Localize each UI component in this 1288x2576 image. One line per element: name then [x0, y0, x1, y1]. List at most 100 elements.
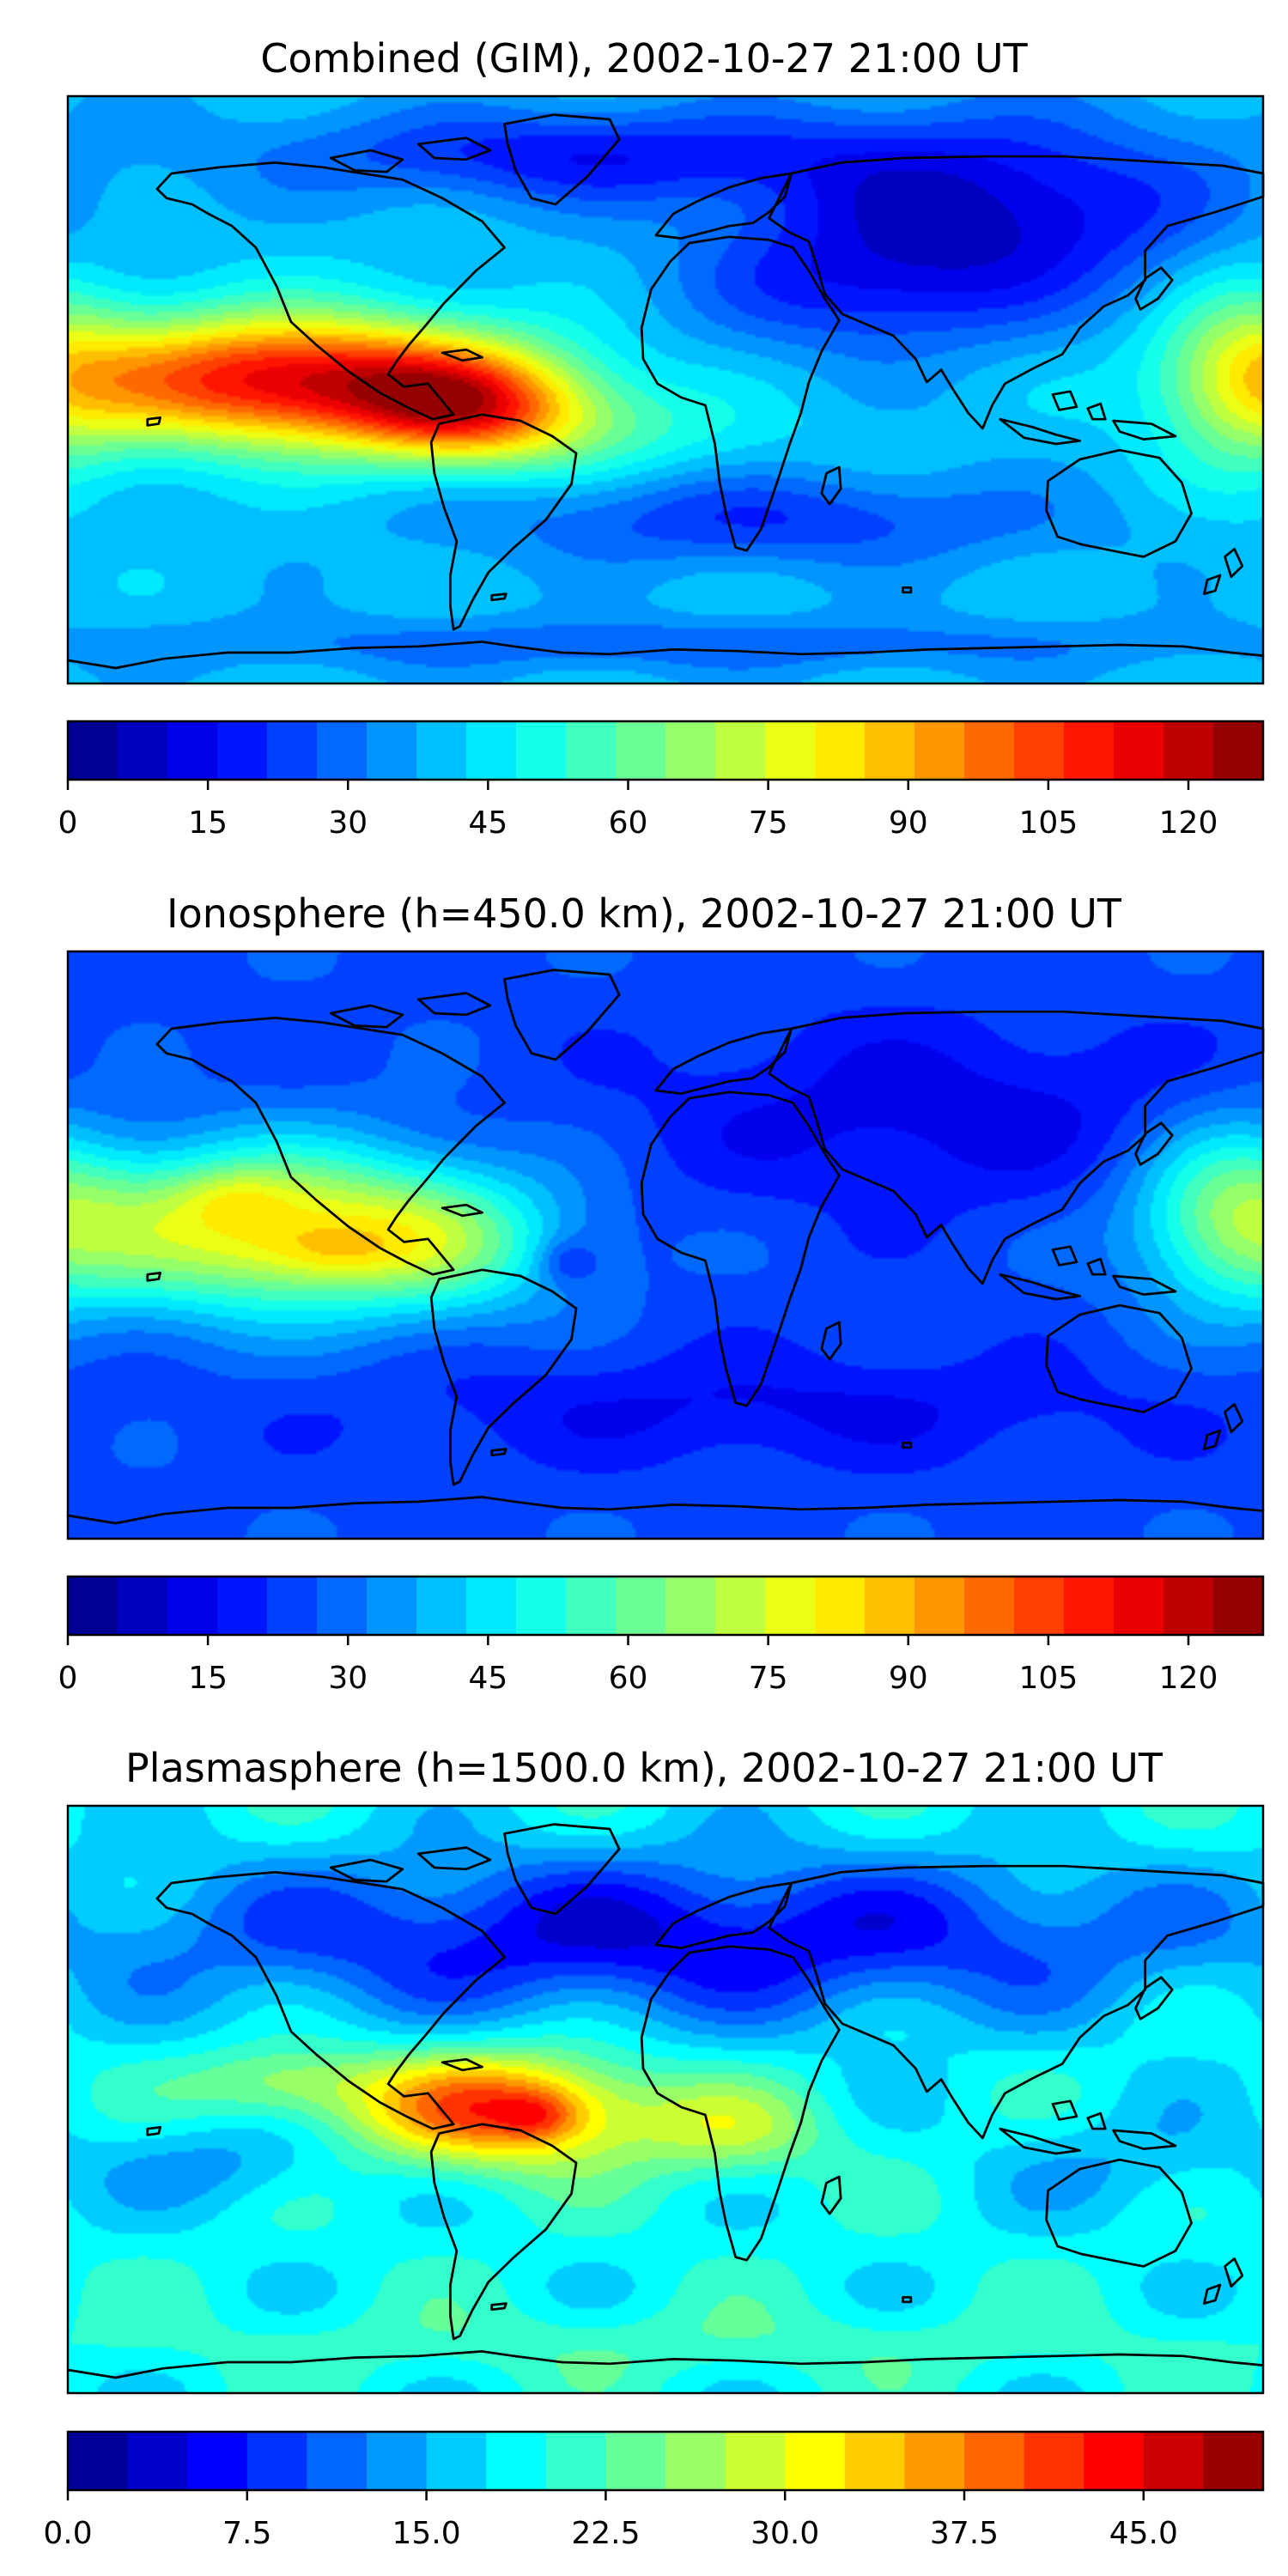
colorbar-segment: [964, 721, 1015, 780]
colorbar-segment: [118, 1577, 168, 1635]
panel-title: Ionosphere (h=450.0 km), 2002-10-27 21:0…: [167, 890, 1122, 937]
colorbar-tick-label: 120: [1159, 805, 1218, 841]
colorbar-tick-label: 120: [1159, 1661, 1218, 1696]
colorbar-segment: [815, 721, 866, 780]
colorbar-segment: [167, 721, 218, 780]
colorbar-segment: [665, 2432, 726, 2490]
colorbar-segment: [267, 1577, 318, 1635]
colorbar-tick-label: 30: [328, 1661, 368, 1696]
colorbar: 0 15 30 45 60 75 90 105 120: [58, 720, 1265, 841]
colorbar-tick-label: 0.0: [43, 2516, 92, 2551]
colorbar-segment: [118, 721, 168, 780]
colorbar-segment: [127, 2432, 188, 2490]
colorbar-segment: [844, 2432, 905, 2490]
colorbar-segment: [964, 2432, 1025, 2490]
colorbar-tick-label: 45.0: [1109, 2516, 1178, 2551]
colorbar-segment: [416, 1577, 467, 1635]
colorbar-segment: [486, 2432, 547, 2490]
colorbar-segment: [1014, 1577, 1065, 1635]
colorbar-segment: [1064, 1577, 1115, 1635]
colorbar-segment: [217, 721, 268, 780]
colorbar: 0.0 7.5 15.0 22.5 30.0 37.5 45.0: [43, 2430, 1265, 2551]
colorbar-segment: [68, 2432, 129, 2490]
colorbar-tick-label: 15: [188, 1661, 228, 1696]
colorbar-segment: [367, 2432, 428, 2490]
colorbar-tick-label: 7.5: [222, 2516, 271, 2551]
colorbar-segment: [187, 2432, 248, 2490]
colorbar-segment: [416, 721, 467, 780]
colorbar-segment: [1064, 721, 1115, 780]
colorbar-tick-label: 30.0: [750, 2516, 819, 2551]
colorbar-segment: [964, 1577, 1015, 1635]
colorbar-tick-label: 105: [1019, 805, 1078, 841]
colorbar-segment: [1213, 1577, 1264, 1635]
colorbar-tick-label: 105: [1019, 1661, 1078, 1696]
colorbar-tick-label: 75: [749, 805, 788, 841]
colorbar-tick-label: 45: [468, 1661, 507, 1696]
colorbar-segment: [765, 721, 816, 780]
colorbar-segment: [1163, 721, 1214, 780]
colorbar-segment: [167, 1577, 218, 1635]
colorbar-segment: [317, 1577, 368, 1635]
colorbar-tick-label: 0: [58, 1661, 78, 1696]
contour-field: [68, 951, 1263, 1539]
colorbar-frame: [66, 1575, 1265, 1637]
map-frame: [66, 950, 1265, 1540]
colorbar-segment: [815, 1577, 866, 1635]
colorbar-segment: [566, 721, 617, 780]
colorbar-tick-label: 90: [889, 805, 928, 841]
colorbar-segment: [725, 2432, 786, 2490]
colorbar-tick-label: 75: [749, 1661, 788, 1696]
colorbar-segment: [516, 721, 567, 780]
contour-field: [68, 96, 1263, 683]
map-frame: [66, 94, 1265, 685]
colorbar-segment: [665, 1577, 716, 1635]
colorbar-segment: [616, 721, 666, 780]
colorbar-segment: [426, 2432, 487, 2490]
colorbar-segment: [1203, 2432, 1264, 2490]
colorbar-segment: [516, 1577, 567, 1635]
colorbar-segment: [605, 2432, 666, 2490]
colorbar-segment: [1213, 721, 1264, 780]
colorbar-tick-label: 30: [328, 805, 368, 841]
map-panel: Ionosphere (h=450.0 km), 2002-10-27 21:0…: [58, 890, 1265, 1696]
colorbar-tick-label: 22.5: [571, 2516, 640, 2551]
colorbar-segment: [715, 1577, 766, 1635]
colorbar-segment: [68, 721, 118, 780]
colorbar-segment: [367, 721, 417, 780]
colorbar-tick-label: 0: [58, 805, 78, 841]
colorbar-tick-label: 15.0: [392, 2516, 461, 2551]
colorbar-segment: [367, 1577, 417, 1635]
colorbar-segment: [566, 1577, 617, 1635]
colorbar-segment: [317, 721, 368, 780]
colorbar-segment: [1143, 2432, 1204, 2490]
colorbar-tick-label: 60: [609, 805, 648, 841]
colorbar-segment: [665, 721, 716, 780]
colorbar-segment: [1163, 1577, 1214, 1635]
contour-field: [68, 1806, 1263, 2393]
colorbar-segment: [865, 1577, 915, 1635]
colorbar-segment: [715, 721, 766, 780]
colorbar-segment: [68, 1577, 118, 1635]
map-panel: Combined (GIM), 2002-10-27 21:00 UT 0 15 30…: [58, 35, 1265, 841]
colorbar-segment: [1114, 1577, 1164, 1635]
colorbar-tick-label: 90: [889, 1661, 928, 1696]
panel-title: Plasmasphere (h=1500.0 km), 2002-10-27 2…: [125, 1745, 1163, 1791]
colorbar-tick-label: 60: [609, 1661, 648, 1696]
colorbar-segment: [785, 2432, 846, 2490]
colorbar-tick-label: 45: [468, 805, 507, 841]
colorbar-frame: [66, 720, 1265, 781]
colorbar-segment: [267, 721, 318, 780]
panel-title: Combined (GIM), 2002-10-27 21:00 UT: [260, 35, 1028, 82]
map-frame: [66, 1804, 1265, 2395]
colorbar-segment: [616, 1577, 666, 1635]
colorbar: 0 15 30 45 60 75 90 105 120: [58, 1575, 1265, 1696]
colorbar-segment: [914, 1577, 965, 1635]
colorbar-frame: [66, 2430, 1265, 2492]
colorbar-segment: [466, 1577, 517, 1635]
map-panel: Plasmasphere (h=1500.0 km), 2002-10-27 2…: [43, 1745, 1265, 2551]
colorbar-segment: [1024, 2432, 1084, 2490]
colorbar-segment: [466, 721, 517, 780]
colorbar-segment: [217, 1577, 268, 1635]
